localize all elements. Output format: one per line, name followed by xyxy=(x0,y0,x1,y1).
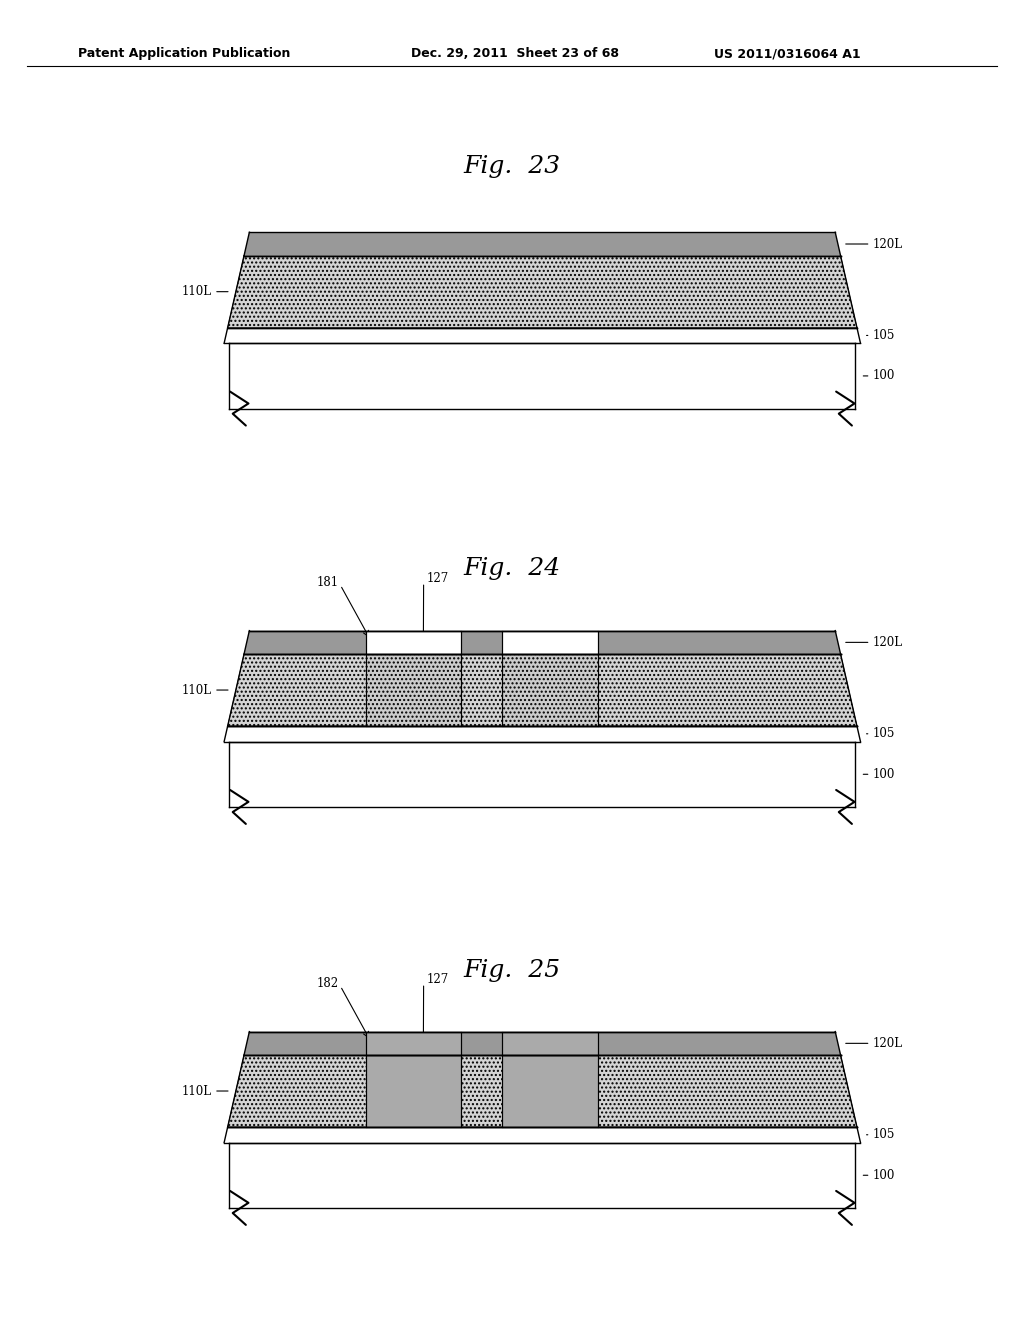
Polygon shape xyxy=(229,1143,855,1208)
Polygon shape xyxy=(366,1055,462,1127)
Text: Fig.  23: Fig. 23 xyxy=(464,154,560,178)
Polygon shape xyxy=(502,631,598,655)
Text: 182: 182 xyxy=(316,977,338,990)
Text: 110L: 110L xyxy=(182,285,212,298)
Text: Fig.  25: Fig. 25 xyxy=(464,960,560,982)
Polygon shape xyxy=(227,1055,857,1127)
Text: Dec. 29, 2011  Sheet 23 of 68: Dec. 29, 2011 Sheet 23 of 68 xyxy=(411,48,618,61)
Polygon shape xyxy=(244,1032,841,1055)
Polygon shape xyxy=(227,655,857,726)
Text: 120L: 120L xyxy=(872,1036,902,1049)
Text: 105: 105 xyxy=(872,329,895,342)
Text: 100: 100 xyxy=(872,1168,895,1181)
Text: US 2011/0316064 A1: US 2011/0316064 A1 xyxy=(714,48,860,61)
Text: 110L: 110L xyxy=(182,1085,212,1097)
Polygon shape xyxy=(244,631,841,655)
Polygon shape xyxy=(224,726,860,742)
Text: 105: 105 xyxy=(872,727,895,741)
Text: 120L: 120L xyxy=(872,238,902,251)
Text: 181: 181 xyxy=(316,576,338,589)
Text: 100: 100 xyxy=(872,370,895,383)
Text: 127: 127 xyxy=(427,973,449,986)
Polygon shape xyxy=(229,343,855,409)
Text: 120L: 120L xyxy=(872,636,902,649)
Polygon shape xyxy=(366,655,462,726)
Polygon shape xyxy=(224,1127,860,1143)
Polygon shape xyxy=(224,327,860,343)
Polygon shape xyxy=(244,232,841,256)
Text: 127: 127 xyxy=(427,572,449,585)
Polygon shape xyxy=(366,631,462,655)
Polygon shape xyxy=(502,1032,598,1055)
Text: Patent Application Publication: Patent Application Publication xyxy=(78,48,290,61)
Polygon shape xyxy=(229,742,855,807)
Polygon shape xyxy=(227,256,857,327)
Polygon shape xyxy=(366,1032,462,1055)
Text: Fig.  24: Fig. 24 xyxy=(464,557,560,579)
Polygon shape xyxy=(502,1055,598,1127)
Text: 100: 100 xyxy=(872,768,895,781)
Text: 110L: 110L xyxy=(182,684,212,697)
Polygon shape xyxy=(502,655,598,726)
Text: 105: 105 xyxy=(872,1129,895,1142)
